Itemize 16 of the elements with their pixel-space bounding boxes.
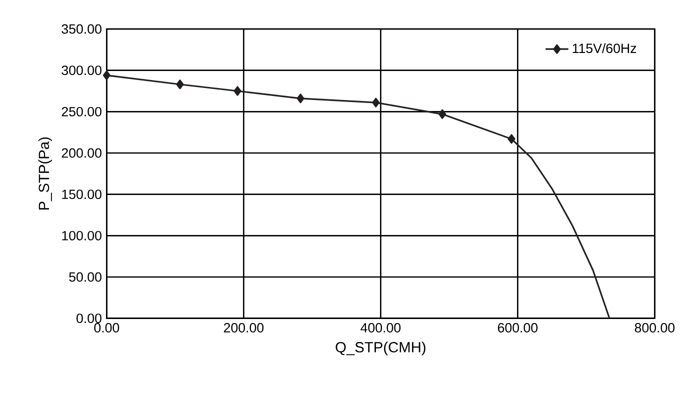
x-tick-label: 0.00 xyxy=(94,323,120,332)
y-tick-label: 200.00 xyxy=(62,148,102,158)
y-tick-label: 250.00 xyxy=(62,106,102,116)
x-tick-label: 800.00 xyxy=(634,323,675,332)
x-tick-label: 200.00 xyxy=(224,323,264,332)
x-axis-title: Q_STP(CMH) xyxy=(336,342,426,356)
y-tick-label: 300.00 xyxy=(62,66,102,76)
y-tick-label: 0.00 xyxy=(76,314,102,324)
y-tick-label: 150.00 xyxy=(62,190,102,200)
y-tick-label: 100.00 xyxy=(62,230,102,240)
x-tick-label: 600.00 xyxy=(498,323,538,332)
y-tick-label: 50.00 xyxy=(69,272,102,282)
y-tick-label: 350.00 xyxy=(62,24,102,34)
x-tick-label: 400.00 xyxy=(360,323,401,332)
y-axis-title: P_STP(Pa) xyxy=(38,137,52,210)
legend-label: 115V/60Hz xyxy=(572,43,636,54)
